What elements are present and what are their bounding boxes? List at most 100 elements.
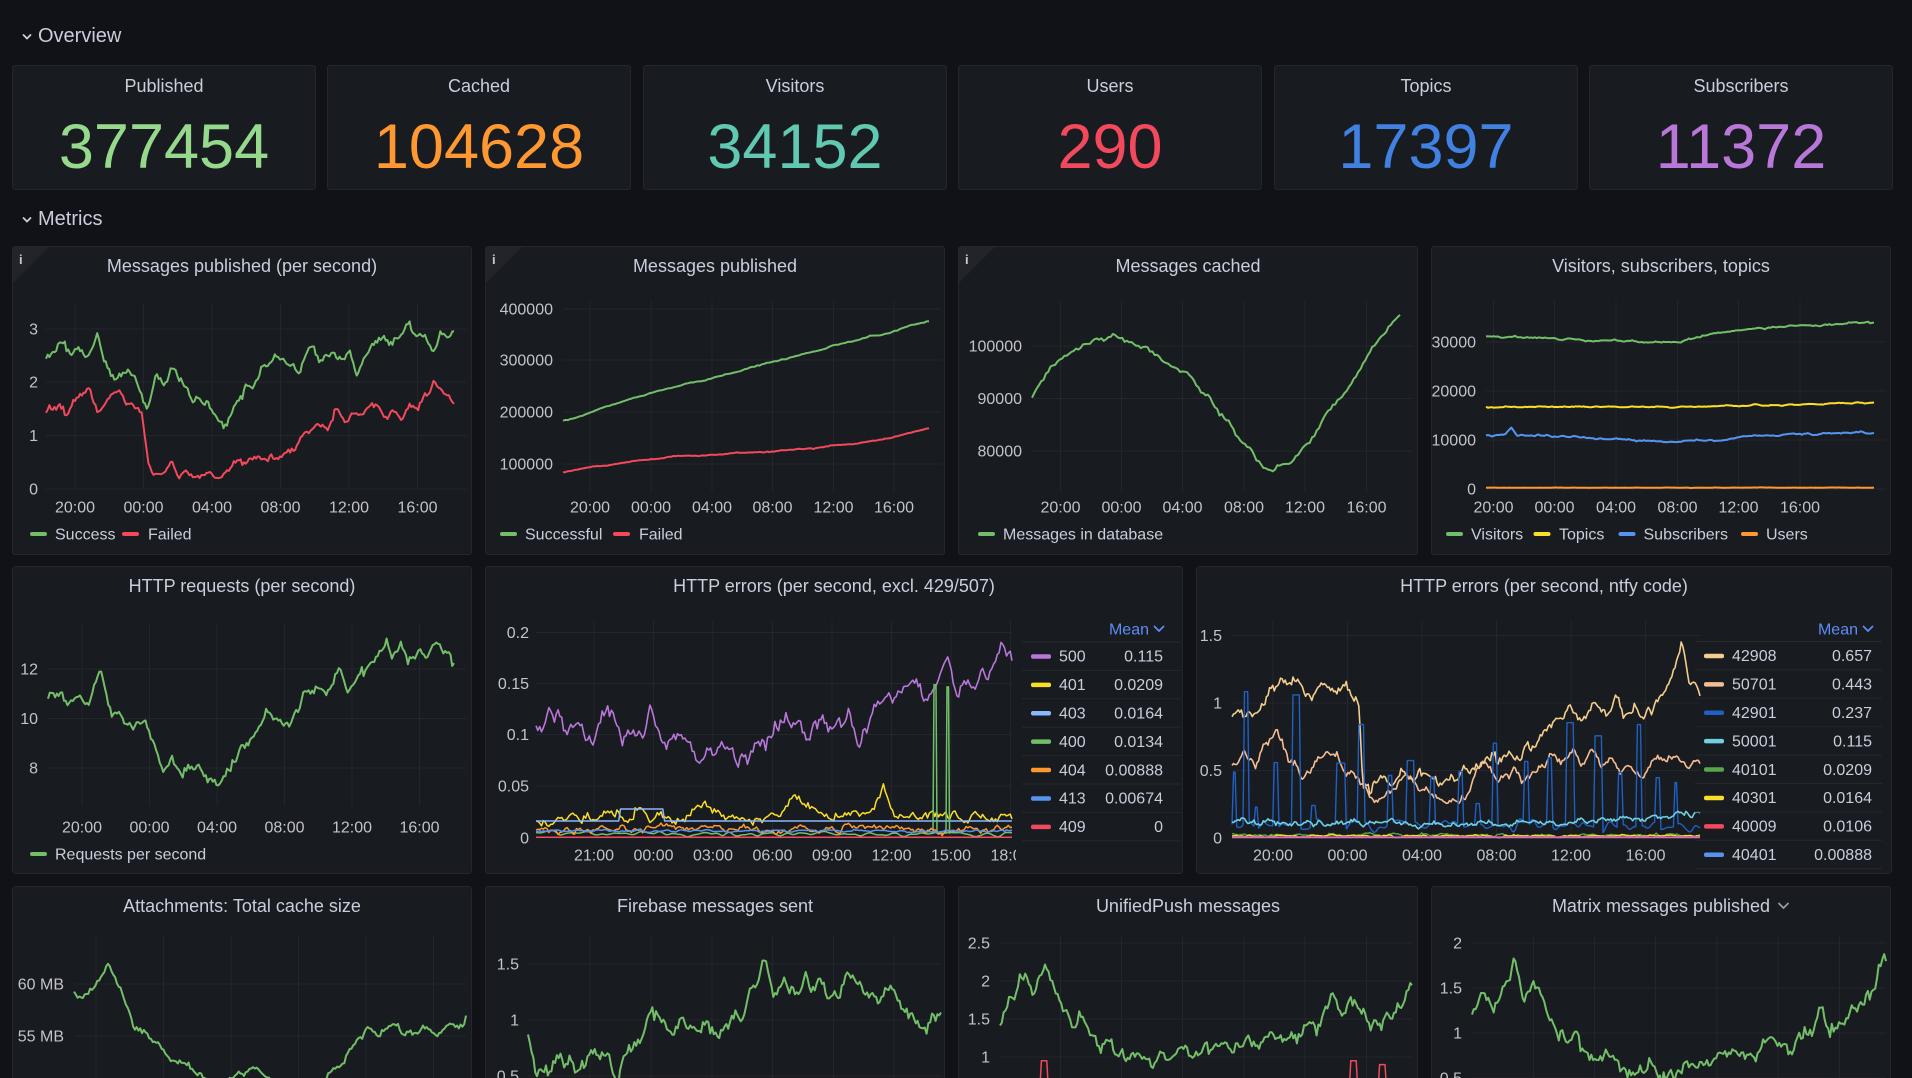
svg-text:401: 401: [1059, 677, 1086, 694]
svg-text:3: 3: [29, 322, 38, 339]
svg-text:1.5: 1.5: [497, 957, 519, 974]
svg-text:Users: Users: [1766, 527, 1808, 544]
svg-text:Messages in database: Messages in database: [1003, 527, 1163, 544]
svg-text:04:00: 04:00: [1596, 500, 1636, 517]
svg-text:08:00: 08:00: [1224, 500, 1264, 517]
svg-text:404: 404: [1059, 762, 1086, 779]
svg-text:Cached: Cached: [448, 76, 510, 96]
svg-text:0.0164: 0.0164: [1114, 706, 1163, 723]
svg-text:06:00: 06:00: [752, 848, 792, 865]
svg-text:0.0164: 0.0164: [1823, 790, 1872, 807]
svg-text:21:00: 21:00: [574, 848, 614, 865]
svg-text:20:00: 20:00: [62, 820, 102, 837]
svg-text:20:00: 20:00: [1040, 500, 1080, 517]
svg-text:16:00: 16:00: [399, 820, 439, 837]
svg-text:104628: 104628: [374, 112, 584, 182]
svg-text:i: i: [965, 252, 969, 267]
svg-text:377454: 377454: [59, 112, 269, 182]
svg-text:42901: 42901: [1732, 705, 1777, 722]
svg-text:12:00: 12:00: [332, 820, 372, 837]
svg-text:Requests per second: Requests per second: [55, 847, 206, 864]
svg-text:04:00: 04:00: [197, 820, 237, 837]
svg-text:20:00: 20:00: [1473, 500, 1513, 517]
svg-text:12:00: 12:00: [1285, 500, 1325, 517]
svg-text:0.657: 0.657: [1832, 648, 1872, 665]
svg-text:0.115: 0.115: [1124, 649, 1163, 666]
svg-text:40009: 40009: [1732, 819, 1777, 836]
svg-text:Subscribers: Subscribers: [1644, 527, 1728, 544]
svg-text:200000: 200000: [500, 405, 553, 422]
svg-text:Attachments: Total cache size: Attachments: Total cache size: [123, 896, 361, 916]
svg-text:1: 1: [981, 1050, 990, 1067]
svg-text:04:00: 04:00: [692, 500, 732, 517]
svg-text:50701: 50701: [1732, 677, 1777, 694]
svg-text:100000: 100000: [500, 457, 553, 474]
svg-text:0.0209: 0.0209: [1823, 762, 1872, 779]
svg-text:08:00: 08:00: [264, 820, 304, 837]
svg-text:11372: 11372: [1656, 112, 1827, 182]
svg-text:12:00: 12:00: [1718, 500, 1758, 517]
svg-text:0: 0: [520, 831, 529, 848]
svg-text:0.5: 0.5: [497, 1069, 519, 1078]
svg-text:HTTP errors (per second, excl.: HTTP errors (per second, excl. 429/507): [673, 576, 995, 596]
svg-text:0.05: 0.05: [498, 779, 529, 796]
svg-text:10: 10: [20, 711, 38, 728]
svg-text:Visitors, subscribers, topics: Visitors, subscribers, topics: [1552, 256, 1770, 276]
svg-text:40101: 40101: [1732, 762, 1777, 779]
svg-text:08:00: 08:00: [752, 500, 792, 517]
svg-text:403: 403: [1059, 706, 1086, 723]
svg-text:Messages cached: Messages cached: [1115, 256, 1260, 276]
svg-text:0.2: 0.2: [507, 625, 529, 642]
svg-text:Messages published: Messages published: [633, 256, 797, 276]
svg-text:290: 290: [1057, 112, 1162, 182]
svg-text:2.5: 2.5: [968, 936, 990, 953]
svg-text:413: 413: [1059, 791, 1086, 808]
svg-text:09:00: 09:00: [812, 848, 852, 865]
svg-text:00:00: 00:00: [633, 848, 673, 865]
svg-text:Successful: Successful: [525, 527, 602, 544]
svg-text:i: i: [19, 252, 23, 267]
svg-text:00:00: 00:00: [631, 500, 671, 517]
svg-text:Firebase messages sent: Firebase messages sent: [617, 896, 813, 916]
svg-text:20000: 20000: [1432, 384, 1477, 401]
svg-text:0.00888: 0.00888: [1814, 847, 1872, 864]
svg-text:20:00: 20:00: [55, 500, 95, 517]
svg-text:1: 1: [1453, 1026, 1462, 1043]
svg-text:UnifiedPush messages: UnifiedPush messages: [1096, 896, 1280, 916]
svg-text:55 MB: 55 MB: [18, 1029, 64, 1046]
svg-text:16:00: 16:00: [1346, 500, 1386, 517]
svg-text:0.0209: 0.0209: [1114, 677, 1163, 694]
svg-text:10000: 10000: [1432, 433, 1477, 450]
svg-text:30000: 30000: [1432, 335, 1477, 352]
svg-text:0.0106: 0.0106: [1823, 819, 1872, 836]
svg-text:00:00: 00:00: [123, 500, 163, 517]
svg-text:0: 0: [29, 482, 38, 499]
svg-text:12:00: 12:00: [871, 848, 911, 865]
svg-text:i: i: [492, 252, 496, 267]
svg-text:0: 0: [1467, 482, 1476, 499]
svg-text:17397: 17397: [1338, 112, 1513, 182]
svg-text:HTTP errors (per second, ntfy: HTTP errors (per second, ntfy code): [1400, 576, 1688, 596]
svg-text:Mean: Mean: [1818, 622, 1858, 639]
svg-text:16:00: 16:00: [397, 500, 437, 517]
svg-text:Messages published (per second: Messages published (per second): [107, 256, 377, 276]
svg-text:0.5: 0.5: [1200, 763, 1222, 780]
svg-text:HTTP requests (per second): HTTP requests (per second): [129, 576, 356, 596]
svg-text:0.1: 0.1: [507, 727, 529, 744]
svg-text:16:00: 16:00: [874, 500, 914, 517]
svg-text:04:00: 04:00: [192, 500, 232, 517]
svg-text:90000: 90000: [978, 391, 1023, 408]
svg-text:0.0134: 0.0134: [1114, 734, 1163, 751]
svg-text:15:00: 15:00: [931, 848, 971, 865]
svg-text:50001: 50001: [1732, 733, 1777, 750]
svg-text:Visitors: Visitors: [766, 76, 825, 96]
svg-text:0.00888: 0.00888: [1105, 762, 1163, 779]
svg-text:60 MB: 60 MB: [18, 977, 64, 994]
svg-text:03:00: 03:00: [693, 848, 733, 865]
svg-text:0.115: 0.115: [1833, 733, 1872, 750]
svg-text:409: 409: [1059, 819, 1086, 836]
svg-text:Matrix messages published: Matrix messages published: [1552, 896, 1770, 916]
svg-text:00:00: 00:00: [1101, 500, 1141, 517]
svg-text:40401: 40401: [1732, 847, 1777, 864]
svg-text:00:00: 00:00: [1327, 848, 1367, 865]
